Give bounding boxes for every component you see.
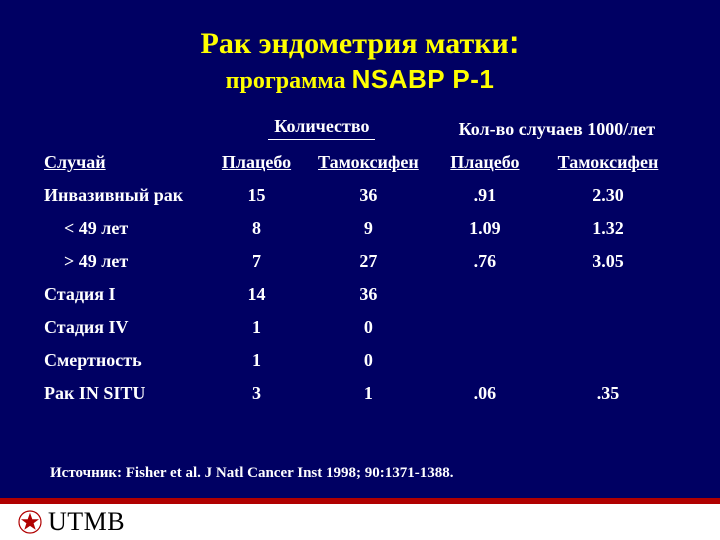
col-tam-1: Тамоксифен <box>303 146 434 179</box>
row-label: Стадия IV <box>40 311 210 344</box>
cell: 36 <box>303 278 434 311</box>
table-row: Инвазивный рак1536.912.30 <box>40 179 680 212</box>
cell: .76 <box>434 245 536 278</box>
slide-title: Рак эндометрия матки: программа NSABP P-… <box>40 22 680 96</box>
star-icon <box>18 510 42 534</box>
table-row: Стадия IV10 <box>40 311 680 344</box>
cell: 0 <box>303 344 434 377</box>
slide: Рак эндометрия матки: программа NSABP P-… <box>0 0 720 540</box>
cell: 1.32 <box>536 212 680 245</box>
col-tam-2: Тамоксифен <box>536 146 680 179</box>
cell: 1.09 <box>434 212 536 245</box>
group-header-row: Количество Кол-во случаев 1000/лет <box>40 110 680 146</box>
cell: .06 <box>434 377 536 410</box>
cell: 15 <box>210 179 303 212</box>
row-label: Рак IN SITU <box>40 377 210 410</box>
cell: 7 <box>210 245 303 278</box>
cell: .35 <box>536 377 680 410</box>
row-label: Стадия I <box>40 278 210 311</box>
table-row: > 49 лет727.763.05 <box>40 245 680 278</box>
row-label: Смертность <box>40 344 210 377</box>
utmb-text: UTMB <box>48 507 125 537</box>
title-colon: : <box>509 24 520 60</box>
title-program: NSABP P-1 <box>352 64 495 94</box>
cell: 1 <box>210 311 303 344</box>
data-table: Количество Кол-во случаев 1000/лет Случа… <box>40 110 680 410</box>
cell <box>434 278 536 311</box>
cell <box>536 344 680 377</box>
group-header-count: Количество <box>210 110 434 146</box>
table-row: < 49 лет891.091.32 <box>40 212 680 245</box>
footer-bar: UTMB <box>0 498 720 540</box>
cell: 0 <box>303 311 434 344</box>
col-case: Случай <box>40 146 210 179</box>
cell: 8 <box>210 212 303 245</box>
table-row: Рак IN SITU31.06.35 <box>40 377 680 410</box>
cell: 27 <box>303 245 434 278</box>
cell: 1 <box>210 344 303 377</box>
title-line2: программа NSABP P-1 <box>40 63 680 96</box>
table-row: Смертность10 <box>40 344 680 377</box>
row-label: Инвазивный рак <box>40 179 210 212</box>
title-text-1: Рак эндометрия матки <box>201 27 509 60</box>
utmb-logo: UTMB <box>18 507 125 537</box>
cell <box>434 311 536 344</box>
cell: 3 <box>210 377 303 410</box>
col-placebo-1: Плацебо <box>210 146 303 179</box>
cell: 2.30 <box>536 179 680 212</box>
title-prefix: программа <box>226 68 352 94</box>
cell: 1 <box>303 377 434 410</box>
sub-header-row: Случай Плацебо Тамоксифен Плацебо Тамокс… <box>40 146 680 179</box>
cell: 36 <box>303 179 434 212</box>
row-label: < 49 лет <box>40 212 210 245</box>
col-placebo-2: Плацебо <box>434 146 536 179</box>
row-label: > 49 лет <box>40 245 210 278</box>
cell: 3.05 <box>536 245 680 278</box>
cell <box>536 311 680 344</box>
cell: 14 <box>210 278 303 311</box>
source-citation: Источник: Fisher et al. J Natl Cancer In… <box>50 465 453 482</box>
cell <box>434 344 536 377</box>
group-header-rate: Кол-во случаев 1000/лет <box>434 110 680 146</box>
table-row: Стадия I1436 <box>40 278 680 311</box>
cell: 9 <box>303 212 434 245</box>
cell: .91 <box>434 179 536 212</box>
title-line1: Рак эндометрия матки: <box>40 22 680 63</box>
cell <box>536 278 680 311</box>
table-body: Инвазивный рак1536.912.30< 49 лет891.091… <box>40 179 680 410</box>
